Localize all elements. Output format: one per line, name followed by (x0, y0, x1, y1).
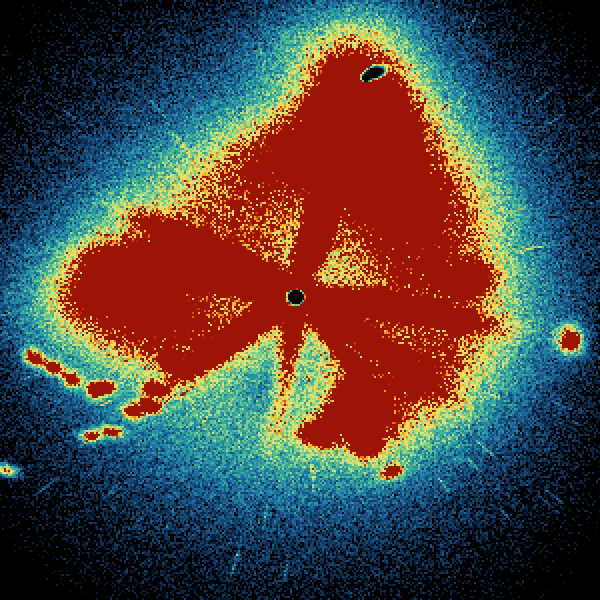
image-viewer[interactable]: Radio Interferometric Intensity Map blac… (0, 0, 600, 600)
radio-intensity-map[interactable] (0, 0, 600, 600)
